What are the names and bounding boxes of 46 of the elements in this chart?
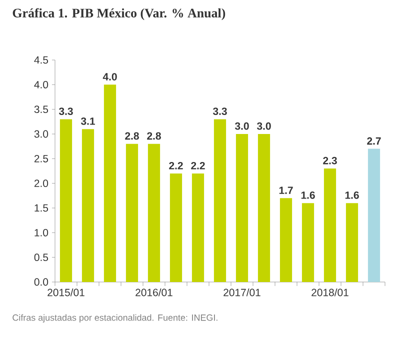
data-label: 2.2 <box>169 162 183 170</box>
data-label: 2.8 <box>147 132 161 140</box>
data-label: 2.2 <box>191 162 205 170</box>
bar <box>192 173 204 282</box>
y-tick-label: 0.0 <box>34 278 48 286</box>
x-tick-label: 2016/01 <box>136 288 172 296</box>
bar <box>170 173 182 282</box>
data-label: 2.3 <box>323 156 337 164</box>
data-label: 3.3 <box>212 108 227 116</box>
chart-title: Gráfica 1. PIB México (Var. % Anual) <box>12 8 226 20</box>
x-tick-label: 2018/01 <box>312 288 348 296</box>
data-label: 4.0 <box>102 73 117 80</box>
data-label: 2.8 <box>125 132 139 140</box>
data-label: 3.0 <box>256 122 271 130</box>
data-label: 1.6 <box>301 191 315 199</box>
y-tick-label: 1.5 <box>34 204 48 212</box>
data-label: 3.0 <box>234 122 249 130</box>
bar <box>60 119 72 282</box>
bar <box>346 203 358 282</box>
data-label: 3.1 <box>80 117 95 125</box>
y-tick-label: 3.0 <box>34 130 48 138</box>
bar <box>368 148 380 282</box>
bar <box>236 134 248 282</box>
x-tick-label: 2017/01 <box>224 288 260 296</box>
data-label: 1.7 <box>279 186 293 194</box>
data-label: 1.6 <box>345 191 359 199</box>
y-tick-label: 3.5 <box>34 106 48 114</box>
x-tick-label: 2015/01 <box>48 288 84 296</box>
y-tick-label: 4.5 <box>34 56 48 64</box>
data-label: 2.7 <box>367 137 381 145</box>
y-tick-label: 2.5 <box>34 154 48 162</box>
y-tick-label: 4.0 <box>34 80 48 88</box>
y-tick-label: 1.0 <box>34 228 48 236</box>
bar <box>82 129 94 282</box>
y-tick-label: 0.5 <box>34 254 48 262</box>
bar <box>104 84 116 282</box>
text: Cifras ajustadas por estacionalidad. Fuente: INEGI. <box>12 314 218 323</box>
bar <box>148 144 160 282</box>
y-tick-label: 2.0 <box>34 180 48 188</box>
bar <box>126 144 138 282</box>
bar <box>302 203 314 282</box>
bar <box>258 134 270 282</box>
data-label: 3.3 <box>58 108 73 116</box>
bar <box>324 168 336 282</box>
bar <box>280 198 292 282</box>
bar <box>214 119 226 282</box>
